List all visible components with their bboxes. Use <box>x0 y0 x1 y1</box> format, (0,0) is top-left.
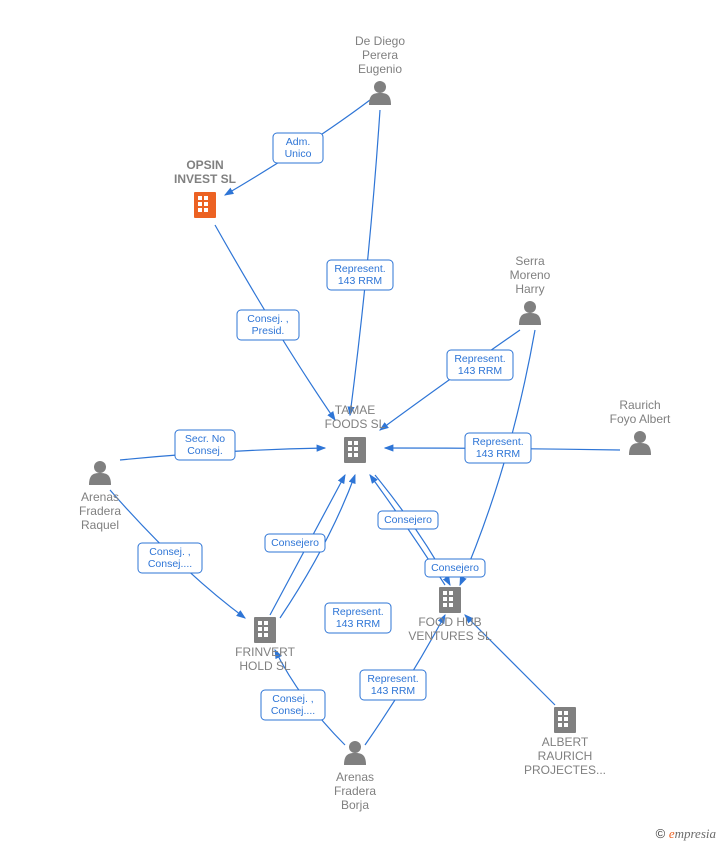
company-icon <box>254 617 276 643</box>
node-label: HOLD SL <box>239 659 291 673</box>
node-label: Perera <box>362 48 398 62</box>
svg-text:Consejero: Consejero <box>384 514 432 526</box>
edge-label-e14: Consej. ,Consej.... <box>261 690 325 720</box>
svg-text:Consej....: Consej.... <box>271 705 315 717</box>
svg-text:143 RRM: 143 RRM <box>336 618 380 630</box>
copyright-symbol: © <box>656 826 666 841</box>
edge-label-e11: Consejero <box>378 511 438 529</box>
node-arenasR[interactable]: ArenasFraderaRaquel <box>79 461 121 532</box>
node-label: Arenas <box>81 490 119 504</box>
company-icon <box>194 192 216 218</box>
svg-text:143 RRM: 143 RRM <box>458 365 502 377</box>
edge-label-e3: Consej. ,Presid. <box>237 310 299 340</box>
node-opsin[interactable]: OPSININVEST SL <box>174 158 236 218</box>
svg-text:Represent.: Represent. <box>472 436 523 448</box>
svg-text:Presid.: Presid. <box>252 325 285 337</box>
edge-label-e6: Represent.143 RRM <box>465 433 531 463</box>
node-frinvert[interactable]: FRINVERTHOLD SL <box>235 617 295 673</box>
svg-text:143 RRM: 143 RRM <box>371 685 415 697</box>
svg-text:Unico: Unico <box>285 148 312 160</box>
node-tamae[interactable]: TAMAEFOODS SL <box>325 403 386 463</box>
node-albertP[interactable]: ALBERTRAURICHPROJECTES... <box>524 707 606 777</box>
svg-text:Consej. ,: Consej. , <box>272 693 313 705</box>
edge-label-e4: Represent.143 RRM <box>447 350 513 380</box>
edge-label-e2: Represent.143 RRM <box>327 260 393 290</box>
svg-text:Consej.: Consej. <box>187 445 223 457</box>
svg-text:Secr. No: Secr. No <box>185 433 225 445</box>
node-label: FRINVERT <box>235 645 295 659</box>
svg-text:Consej. ,: Consej. , <box>247 313 288 325</box>
person-icon <box>344 741 366 765</box>
node-label: INVEST SL <box>174 172 236 186</box>
svg-text:Adm.: Adm. <box>286 136 311 148</box>
node-label: Arenas <box>336 770 374 784</box>
node-label: FOODS SL <box>325 417 386 431</box>
network-diagram: Adm.UnicoRepresent.143 RRMConsej. ,Presi… <box>0 0 728 850</box>
edge-label-e8: Consej. ,Consej.... <box>138 543 202 573</box>
node-dediego[interactable]: De DiegoPereraEugenio <box>355 34 405 105</box>
svg-text:Consej....: Consej.... <box>148 558 192 570</box>
node-label: OPSIN <box>186 158 223 172</box>
edge-label-e12: Consejero <box>425 559 485 577</box>
person-icon <box>519 301 541 325</box>
svg-text:143 RRM: 143 RRM <box>476 448 520 460</box>
node-arenasB[interactable]: ArenasFraderaBorja <box>334 741 376 812</box>
svg-text:Represent.: Represent. <box>334 263 385 275</box>
node-label: Raurich <box>619 398 660 412</box>
node-label: Moreno <box>510 268 551 282</box>
company-icon <box>554 707 576 733</box>
node-serra[interactable]: SerraMorenoHarry <box>510 254 551 325</box>
node-label: Foyo Albert <box>610 412 671 426</box>
node-label: PROJECTES... <box>524 763 606 777</box>
node-foodhub[interactable]: FOOD HUBVENTURES SL <box>408 587 492 643</box>
node-label: VENTURES SL <box>408 629 492 643</box>
node-label: RAURICH <box>538 749 593 763</box>
node-label: De Diego <box>355 34 405 48</box>
edge-label-e7: Secr. NoConsej. <box>175 430 235 460</box>
svg-text:Consejero: Consejero <box>271 537 319 549</box>
edge-label-e10: Represent.143 RRM <box>325 603 391 633</box>
edge-label-e9: Consejero <box>265 534 325 552</box>
svg-text:Consej. ,: Consej. , <box>149 546 190 558</box>
svg-text:Represent.: Represent. <box>367 673 418 685</box>
node-label: Eugenio <box>358 62 402 76</box>
company-icon <box>344 437 366 463</box>
node-label: Borja <box>341 798 369 812</box>
person-icon <box>89 461 111 485</box>
company-icon <box>439 587 461 613</box>
node-label: Serra <box>515 254 545 268</box>
edge-label-e15: Represent.143 RRM <box>360 670 426 700</box>
node-label: Harry <box>515 282 544 296</box>
copyright-footer: © empresia <box>656 826 716 842</box>
brand-logo: empresia <box>669 826 716 841</box>
svg-text:143 RRM: 143 RRM <box>338 275 382 287</box>
edge-label-e1: Adm.Unico <box>273 133 323 163</box>
person-icon <box>369 81 391 105</box>
node-label: TAMAE <box>335 403 375 417</box>
node-label: FOOD HUB <box>418 615 481 629</box>
node-raurich[interactable]: RaurichFoyo Albert <box>610 398 671 455</box>
svg-text:Consejero: Consejero <box>431 562 479 574</box>
node-label: ALBERT <box>542 735 589 749</box>
node-label: Fradera <box>334 784 376 798</box>
node-label: Raquel <box>81 518 119 532</box>
svg-text:Represent.: Represent. <box>332 606 383 618</box>
node-label: Fradera <box>79 504 121 518</box>
person-icon <box>629 431 651 455</box>
svg-text:Represent.: Represent. <box>454 353 505 365</box>
